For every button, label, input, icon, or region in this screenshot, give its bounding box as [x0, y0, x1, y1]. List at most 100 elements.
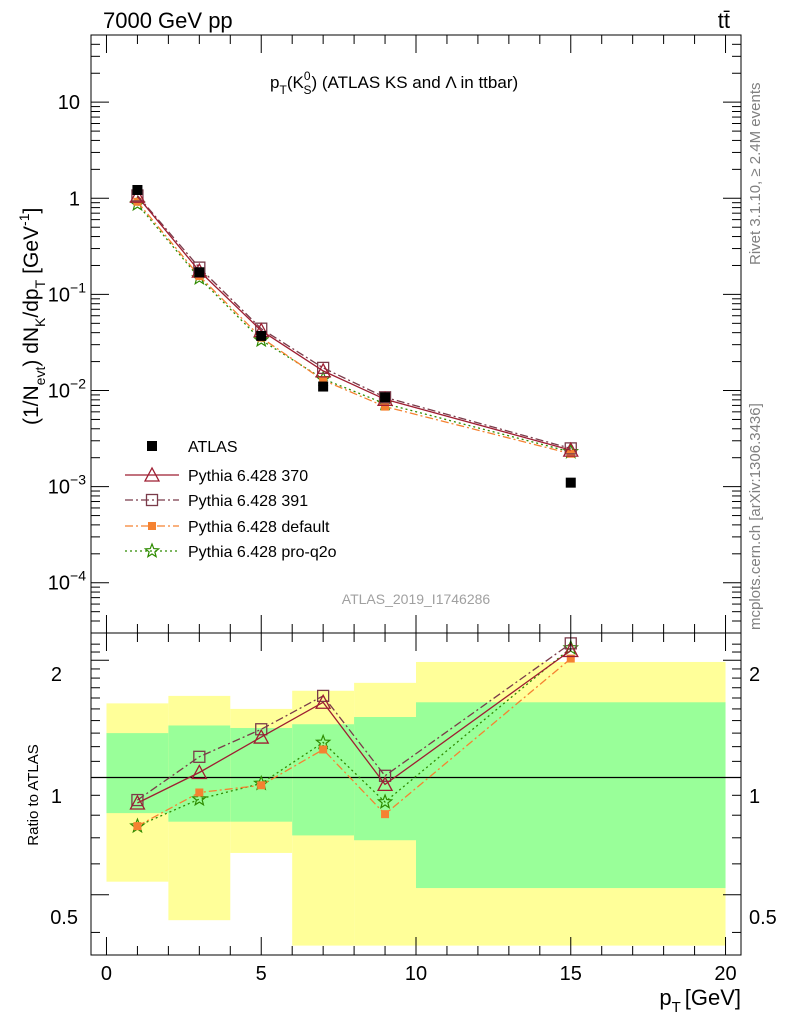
legend-marker	[143, 466, 161, 482]
x-tick-label: 10	[405, 963, 427, 985]
ratio-point	[129, 794, 146, 810]
legend-entry: Pythia 6.428 pro-q2o	[125, 542, 337, 561]
ratio-point	[376, 776, 394, 792]
analysis-id-label: ATLAS_2019_I1746286	[342, 591, 491, 607]
series-line	[136, 201, 571, 455]
ratio-point	[193, 750, 206, 763]
data-point	[319, 376, 328, 385]
series-line	[136, 195, 571, 450]
ratio-line	[137, 647, 572, 827]
ratio-point	[257, 781, 266, 790]
ratio-point	[378, 769, 392, 782]
ratio-point	[566, 654, 575, 663]
data-point	[380, 392, 391, 403]
series-atlas	[132, 184, 576, 488]
data-point	[129, 187, 146, 203]
legend-marker	[147, 441, 157, 451]
main-y-tick-label: 1	[69, 188, 80, 210]
rivet-version-label: Rivet 3.1.10, ≥ 2.4M events	[747, 83, 764, 266]
legend-label: Pythia 6.428 pro-q2o	[188, 544, 337, 561]
process-label: tt̄	[718, 8, 730, 33]
ratio-panel: Ratio to ATLAS 2 1 0.5 2 1 0.5 0 5 10 15 20 …	[25, 632, 777, 1016]
series-line	[136, 203, 571, 453]
legend-marker	[145, 493, 159, 507]
legend-entry: ATLAS	[147, 439, 238, 456]
ratio-point	[133, 822, 142, 831]
band-green	[292, 724, 355, 836]
main-title: pT(K0 S) (ATLAS KS and Λ in ttbar)	[270, 69, 518, 97]
legend-label: Pythia 6.428 370	[188, 468, 308, 485]
x-tick-label: 20	[714, 963, 736, 985]
main-axis-ticks	[91, 34, 741, 634]
main-y-tick-labels: 10 1 10−1 10−2 10−3 10−4	[48, 92, 86, 595]
legend-entry: Pythia 6.428 370	[125, 466, 308, 485]
band-green	[106, 733, 169, 814]
ratio-point	[191, 764, 208, 780]
data-point	[132, 184, 143, 195]
mcplots-reference-label: mcplots.cern.ch [arXiv:1306.3436]	[747, 403, 764, 630]
ratio-y-axis-label: Ratio to ATLAS	[25, 744, 42, 845]
ratio-ytick-label-1: 1	[51, 786, 62, 808]
ratio-uncertainty-bands	[106, 661, 726, 946]
main-y-tick-label: 10−3	[48, 472, 86, 499]
main-panel: pT(K0 S) (ATLAS KS and Λ in ttbar) (1/Nev…	[16, 34, 742, 634]
ratio-point	[376, 793, 394, 810]
x-tick-labels: 0 5 10 15 20	[101, 963, 737, 985]
ratio-series-layer	[129, 637, 580, 834]
energy-label: 7000 GeV pp	[103, 8, 233, 33]
ratio-line	[137, 649, 572, 804]
series-pythia-6-428-default	[133, 197, 575, 458]
main-y-tick-label: 10	[58, 92, 80, 114]
ratio-ytick-label-0p5: 0.5	[50, 907, 78, 929]
x-axis-label: pT [GeV]	[659, 985, 741, 1016]
ratio-point	[314, 733, 332, 750]
ratio-point	[319, 745, 328, 754]
ratio-line	[137, 642, 572, 801]
legend-label: ATLAS	[188, 439, 238, 456]
data-point	[315, 362, 332, 378]
data-point	[194, 267, 205, 278]
data-point	[318, 381, 329, 392]
legend-label: Pythia 6.428 391	[188, 493, 308, 510]
ratio-point	[316, 689, 330, 703]
legend-label: Pythia 6.428 default	[188, 519, 330, 536]
data-point	[565, 477, 576, 488]
ratio-point	[191, 790, 208, 807]
main-series-layer	[129, 184, 580, 488]
ratio-series-pythia-6-428-370	[129, 642, 579, 810]
legend-marker	[148, 522, 156, 530]
x-tick-label: 15	[560, 963, 582, 985]
data-point	[256, 330, 267, 341]
legend: ATLAS Pythia 6.428 370 Pythia 6.428 391 Pyt…	[125, 439, 337, 561]
legend-marker	[143, 542, 161, 559]
main-y-tick-label: 10−4	[48, 568, 86, 595]
main-y-tick-label: 10−1	[48, 279, 86, 306]
band-green	[230, 727, 293, 822]
ratio-point	[195, 788, 204, 797]
band-green	[168, 725, 231, 822]
data-point	[252, 331, 270, 348]
ratio-point	[315, 693, 332, 709]
data-point	[381, 402, 390, 411]
legend-entry: Pythia 6.428 default	[125, 519, 330, 536]
ratio-axis-ticks	[91, 633, 741, 955]
ratio-point	[562, 642, 579, 658]
ratio-series-pythia-6-428-default	[133, 654, 575, 831]
ratio-ytick-label-1-right: 1	[749, 786, 760, 808]
series-line	[136, 195, 571, 451]
band-green	[416, 702, 726, 889]
ratio-ytick-label-2: 2	[51, 664, 62, 686]
ratio-ytick-label-2-right: 2	[749, 664, 760, 686]
series-pythia-6-428-370	[129, 187, 579, 457]
series-pythia-6-428-pro-q2o	[129, 195, 580, 459]
ratio-point	[381, 810, 390, 819]
ratio-point	[255, 723, 268, 736]
ratio-ytick-label-0p5-right: 0.5	[749, 907, 777, 929]
legend-entry: Pythia 6.428 391	[125, 493, 308, 510]
ratio-point	[253, 728, 270, 744]
x-tick-label: 0	[101, 963, 112, 985]
series-pythia-6-428-391	[131, 189, 577, 455]
x-tick-label: 5	[256, 963, 267, 985]
main-y-tick-label: 10−2	[48, 376, 86, 403]
